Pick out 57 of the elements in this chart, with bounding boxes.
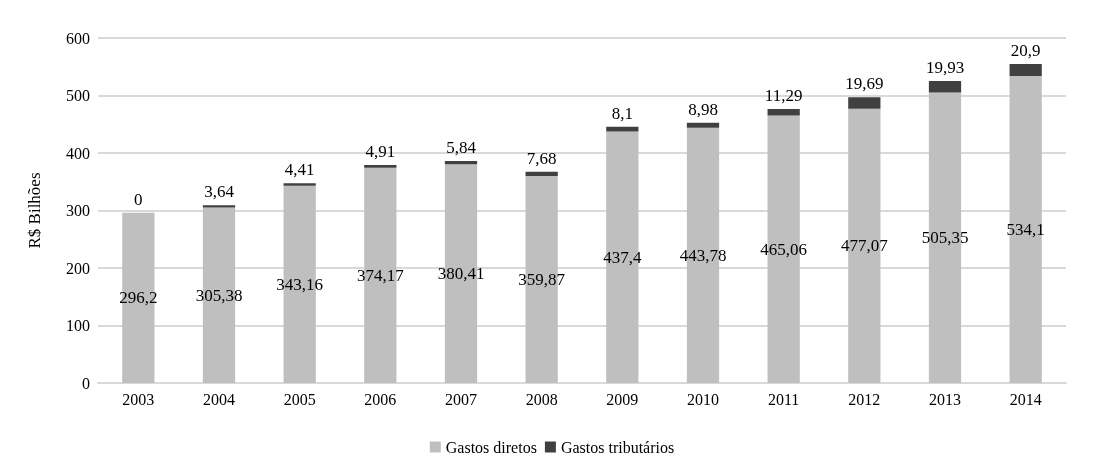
data-label: 437,4 — [603, 247, 642, 267]
legend-label: Gastos tributários — [560, 438, 675, 456]
x-tick-label: 2007 — [445, 390, 477, 408]
data-label: 7,68 — [526, 148, 557, 168]
data-label: 443,78 — [679, 245, 727, 265]
x-tick-label: 2005 — [283, 390, 316, 408]
x-tick-label: 2003 — [122, 390, 155, 408]
bar — [122, 212, 155, 383]
data-label: 4,91 — [365, 142, 396, 162]
bar — [1009, 63, 1042, 76]
data-label: 19,93 — [925, 57, 965, 77]
x-tick-label: 2014 — [1009, 390, 1042, 408]
data-label: 11,29 — [764, 86, 803, 106]
data-label: 8,1 — [611, 103, 633, 123]
data-label: 359,87 — [518, 270, 566, 290]
data-label: 374,17 — [356, 265, 405, 285]
y-tick-label: 400 — [66, 144, 90, 162]
data-label: 19,69 — [845, 74, 884, 94]
data-label: 5,84 — [446, 137, 477, 157]
x-tick-label: 2009 — [606, 390, 639, 408]
bar — [364, 165, 397, 168]
y-tick-label: 600 — [66, 29, 90, 47]
data-label: 8,98 — [688, 99, 718, 119]
y-tick-label: 200 — [66, 259, 90, 277]
x-tick-label: 2010 — [687, 390, 719, 408]
bar — [525, 171, 558, 177]
x-tick-label: 2013 — [929, 390, 961, 408]
x-tick-label: 2012 — [848, 390, 881, 408]
data-label: 296,2 — [119, 288, 158, 308]
x-tick-label: 2011 — [767, 390, 800, 408]
y-tick-label: 0 — [82, 374, 90, 392]
y-tick-label: 500 — [66, 87, 90, 104]
bar — [848, 97, 881, 109]
data-label: 343,16 — [276, 274, 324, 294]
data-label: 534,1 — [1006, 219, 1045, 239]
data-label: 305,38 — [195, 285, 243, 305]
x-tick-label: 2008 — [525, 390, 558, 408]
data-label: 380,41 — [437, 264, 485, 284]
data-label: 465,06 — [760, 239, 808, 259]
x-tick-label: 2006 — [364, 390, 397, 408]
y-tick-label: 300 — [66, 202, 90, 219]
bar — [202, 205, 236, 208]
y-axis-title: R$ Bilhões — [25, 172, 44, 249]
x-tick-label: 2004 — [203, 390, 235, 408]
data-label: 0 — [134, 189, 143, 209]
data-label: 4,41 — [284, 160, 315, 180]
bar — [1009, 75, 1042, 383]
bar — [686, 122, 720, 128]
bar — [767, 109, 800, 116]
y-tick-label: 100 — [66, 317, 90, 334]
legend-label: Gastos diretos — [445, 438, 537, 456]
data-label: 3,64 — [204, 182, 235, 202]
bar — [283, 183, 316, 186]
data-label: 477,07 — [840, 236, 889, 256]
data-label: 20,9 — [1010, 40, 1041, 60]
data-label: 505,35 — [921, 228, 969, 248]
bar — [928, 80, 962, 93]
